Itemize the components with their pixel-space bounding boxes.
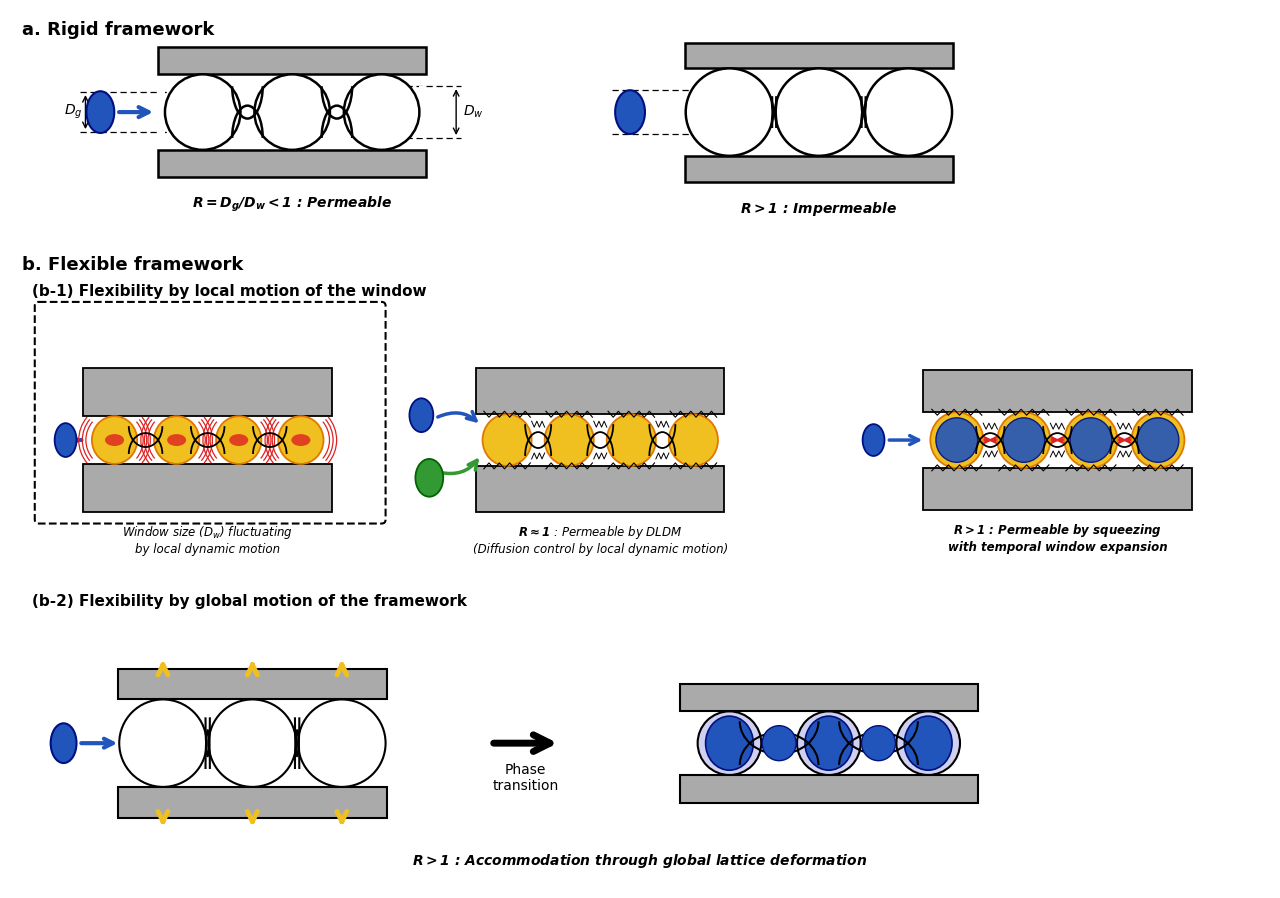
Bar: [762, 721, 797, 765]
Bar: [157, 86, 426, 138]
Bar: [296, 718, 298, 769]
Ellipse shape: [51, 723, 77, 763]
Circle shape: [119, 700, 206, 787]
Bar: [680, 721, 978, 765]
Ellipse shape: [55, 423, 77, 457]
Bar: [685, 42, 954, 68]
Bar: [860, 721, 896, 765]
Bar: [863, 96, 864, 128]
Ellipse shape: [698, 711, 762, 775]
Text: Window size ($D_w$) fluctuating
by local dynamic motion: Window size ($D_w$) fluctuating by local…: [123, 524, 293, 556]
Bar: [420, 86, 426, 138]
Circle shape: [209, 700, 296, 787]
Bar: [118, 718, 387, 769]
Bar: [157, 150, 426, 177]
Circle shape: [298, 700, 385, 787]
Bar: [1051, 427, 1065, 454]
Bar: [200, 427, 216, 454]
Ellipse shape: [216, 416, 261, 464]
Text: (b-1) Flexibility by local motion of the window: (b-1) Flexibility by local motion of the…: [32, 284, 426, 299]
Bar: [594, 424, 607, 456]
Ellipse shape: [705, 716, 754, 770]
Text: $D_w$: $D_w$: [463, 104, 484, 120]
Ellipse shape: [1070, 418, 1112, 462]
Ellipse shape: [278, 416, 324, 464]
Ellipse shape: [797, 711, 860, 775]
Bar: [83, 427, 332, 454]
Ellipse shape: [805, 716, 852, 770]
Text: $\bfit{R} > 1$ : Impermeable: $\bfit{R} > 1$ : Impermeable: [740, 199, 897, 217]
Bar: [476, 368, 724, 414]
Bar: [680, 683, 978, 711]
Circle shape: [864, 68, 952, 156]
Bar: [773, 96, 776, 128]
Bar: [118, 787, 387, 818]
Bar: [137, 427, 154, 454]
Ellipse shape: [616, 90, 645, 134]
Ellipse shape: [669, 414, 718, 466]
Bar: [476, 424, 724, 456]
Bar: [680, 775, 978, 803]
Ellipse shape: [1004, 418, 1044, 462]
Bar: [83, 464, 332, 512]
Ellipse shape: [607, 414, 655, 466]
Ellipse shape: [997, 412, 1051, 468]
Text: $\bfit{R} = D_g/D_w < 1$ : Permeable: $\bfit{R} = D_g/D_w < 1$ : Permeable: [192, 195, 392, 214]
Ellipse shape: [87, 92, 114, 133]
Bar: [680, 721, 698, 765]
Bar: [157, 86, 165, 138]
Ellipse shape: [896, 711, 960, 775]
Bar: [655, 424, 669, 456]
Ellipse shape: [545, 414, 594, 466]
Ellipse shape: [863, 424, 884, 456]
Bar: [983, 427, 997, 454]
Text: $\bfit{R} > 1$ : Accommodation through global lattice deformation: $\bfit{R} > 1$ : Accommodation through g…: [412, 852, 868, 870]
Ellipse shape: [483, 414, 531, 466]
Ellipse shape: [229, 434, 248, 446]
Ellipse shape: [1132, 412, 1184, 468]
Text: b. Flexible framework: b. Flexible framework: [22, 256, 243, 274]
Bar: [960, 721, 978, 765]
Ellipse shape: [416, 459, 443, 497]
Ellipse shape: [936, 418, 978, 462]
Circle shape: [165, 75, 241, 150]
Bar: [923, 371, 1192, 412]
Ellipse shape: [292, 434, 311, 446]
Ellipse shape: [1065, 412, 1117, 468]
Ellipse shape: [905, 716, 952, 770]
Bar: [923, 468, 1192, 510]
Text: $D_g$: $D_g$: [64, 103, 82, 121]
Bar: [685, 96, 954, 128]
Text: a. Rigid framework: a. Rigid framework: [22, 21, 214, 39]
Ellipse shape: [762, 726, 796, 761]
Ellipse shape: [154, 416, 200, 464]
Ellipse shape: [168, 434, 186, 446]
Bar: [241, 86, 255, 138]
Text: (b-2) Flexibility by global motion of the framework: (b-2) Flexibility by global motion of th…: [32, 594, 467, 609]
Bar: [118, 669, 387, 700]
Bar: [206, 718, 209, 769]
Ellipse shape: [1137, 418, 1179, 462]
Bar: [923, 427, 1192, 454]
Bar: [330, 86, 344, 138]
Circle shape: [686, 68, 773, 156]
Bar: [476, 466, 724, 512]
Circle shape: [255, 75, 330, 150]
Text: $\bfit{R} > 1$ : Permeable by squeezing
with temporal window expansion: $\bfit{R} > 1$ : Permeable by squeezing …: [947, 522, 1167, 553]
Circle shape: [344, 75, 420, 150]
Ellipse shape: [931, 412, 983, 468]
Ellipse shape: [861, 726, 896, 761]
Circle shape: [776, 68, 863, 156]
Bar: [157, 48, 426, 75]
Ellipse shape: [92, 416, 137, 464]
Bar: [685, 156, 954, 181]
Text: $\bfit{R} \approx 1$ : Permeable by DLDM
(Diffusion control by local dynamic mot: $\bfit{R} \approx 1$ : Permeable by DLDM…: [472, 524, 728, 556]
Ellipse shape: [410, 399, 434, 432]
Bar: [1117, 427, 1132, 454]
Bar: [83, 368, 332, 416]
Text: Phase
transition: Phase transition: [493, 763, 559, 793]
Ellipse shape: [105, 434, 124, 446]
Bar: [531, 424, 545, 456]
Bar: [261, 427, 278, 454]
